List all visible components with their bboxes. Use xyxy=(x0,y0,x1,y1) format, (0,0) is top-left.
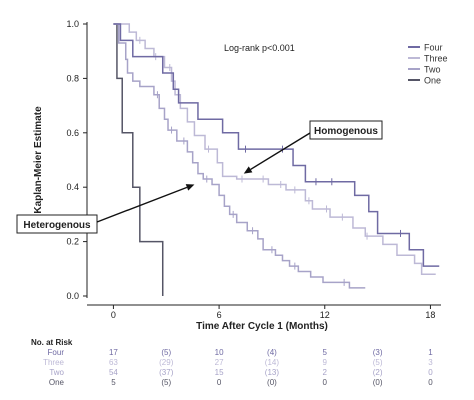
risk-cell: (37) xyxy=(159,368,174,377)
logrank-annotation: Log-rank p<0.001 xyxy=(224,43,295,53)
risk-cell: (0) xyxy=(373,378,383,387)
risk-cell: 54 xyxy=(109,368,118,377)
risk-cell: 5 xyxy=(323,348,328,357)
callout-homogenous: Homogenous xyxy=(243,120,383,174)
callout-heterogenous-arrowhead xyxy=(185,184,195,191)
curve-one xyxy=(113,23,164,296)
curve-four xyxy=(113,23,440,267)
y-tick-label: 0.0 xyxy=(66,291,79,301)
risk-cell: (3) xyxy=(373,348,383,357)
risk-cell: (2) xyxy=(373,368,383,377)
curve-two xyxy=(113,23,366,289)
risk-cell: 0 xyxy=(217,378,222,387)
risk-row-label-two: Two xyxy=(49,368,64,377)
y-axis-label: Kaplan-Meier Estimate xyxy=(33,106,44,214)
y-tick-label: 0.8 xyxy=(66,73,79,83)
callout-homogenous-arrow xyxy=(250,132,311,171)
y-tick-label: 1.0 xyxy=(66,19,79,29)
risk-cell: (5) xyxy=(373,358,383,367)
risk-table: Four 17 (5) 10 (4) 5 (3) 1 Three 63 (29) 27 (14) 9 (5)… xyxy=(43,348,433,387)
risk-cell: (4) xyxy=(267,348,277,357)
x-tick-label: 18 xyxy=(425,310,435,320)
x-tick-label: 6 xyxy=(217,310,222,320)
y-tick-label: 0.6 xyxy=(66,128,79,138)
risk-cell: 5 xyxy=(111,378,116,387)
risk-cell: 10 xyxy=(215,348,224,357)
legend-label-three: Three xyxy=(424,54,448,64)
callout-homogenous-arrowhead xyxy=(243,166,253,174)
risk-cell: 2 xyxy=(323,368,328,377)
x-axis-label: Time After Cycle 1 (Months) xyxy=(196,321,328,332)
risk-cell: (13) xyxy=(265,368,280,377)
risk-cell: 3 xyxy=(428,358,433,367)
risk-row-label-one: One xyxy=(49,378,65,387)
risk-cell: 9 xyxy=(323,358,328,367)
risk-cell: 17 xyxy=(109,348,118,357)
x-axis-ticks: 0 6 12 18 xyxy=(111,305,435,320)
risk-cell: 0 xyxy=(428,378,433,387)
risk-cell: 1 xyxy=(428,348,433,357)
risk-cell: (5) xyxy=(161,378,171,387)
risk-cell: 63 xyxy=(109,358,118,367)
risk-cell: (5) xyxy=(161,348,171,357)
survival-curves xyxy=(113,23,440,296)
x-tick-label: 12 xyxy=(320,310,330,320)
risk-table-title: No. at Risk xyxy=(31,338,73,347)
risk-cell: (29) xyxy=(159,358,174,367)
x-tick-label: 0 xyxy=(111,310,116,320)
y-axis-ticks: 0.0 0.2 0.4 0.6 0.8 1.0 xyxy=(66,19,87,301)
y-tick-label: 0.2 xyxy=(66,237,79,247)
risk-row-label-three: Three xyxy=(43,358,64,367)
legend-label-one: One xyxy=(424,76,441,86)
callout-heterogenous-label: Heterogenous xyxy=(23,220,91,231)
callout-heterogenous-arrow xyxy=(96,186,188,223)
legend-label-four: Four xyxy=(424,43,443,53)
risk-cell: 27 xyxy=(215,358,224,367)
risk-cell: (14) xyxy=(265,358,280,367)
risk-cell: 0 xyxy=(428,368,433,377)
risk-cell: 15 xyxy=(215,368,224,377)
callout-heterogenous-box xyxy=(16,214,98,234)
callout-heterogenous: Heterogenous xyxy=(16,184,195,234)
callout-homogenous-box xyxy=(309,120,383,140)
risk-cell: 0 xyxy=(323,378,328,387)
callout-homogenous-label: Homogenous xyxy=(314,126,378,137)
risk-cell: (0) xyxy=(267,378,277,387)
risk-row-label-four: Four xyxy=(48,348,65,357)
legend-label-two: Two xyxy=(424,65,441,75)
y-tick-label: 0.4 xyxy=(66,182,79,192)
